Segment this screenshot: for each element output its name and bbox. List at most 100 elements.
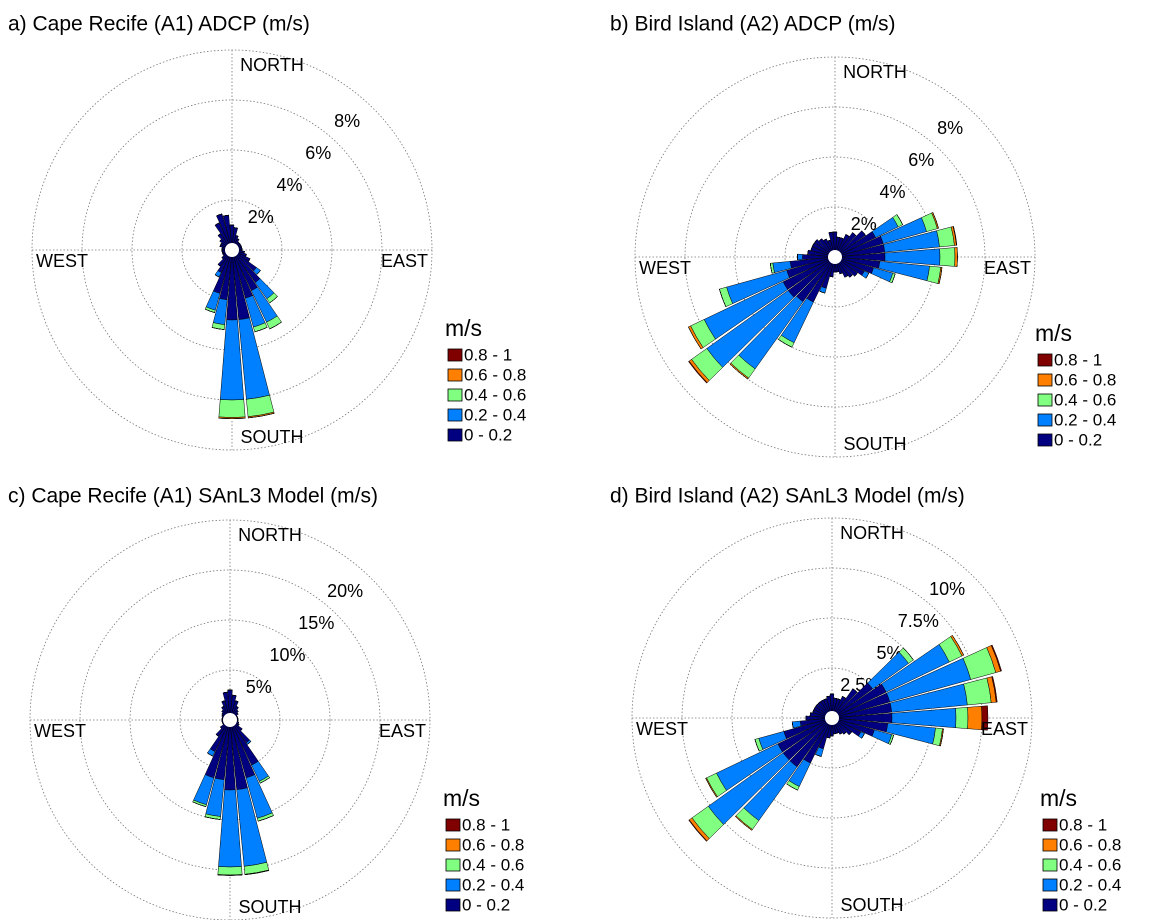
- legend-swatch: [1037, 373, 1053, 387]
- petal-segment: [797, 253, 803, 261]
- center-hole: [828, 250, 842, 264]
- legend-label: 0.2 - 0.4: [464, 405, 526, 424]
- petal-segment: [952, 635, 965, 656]
- r-tick-label: 8%: [334, 111, 360, 131]
- petal-segment: [791, 721, 794, 729]
- petal-segment: [688, 819, 708, 842]
- legend-label: 0.4 - 0.6: [1054, 390, 1116, 409]
- chart-title: d) Bird Island (A2) SAnL3 Model (m/s): [610, 485, 965, 508]
- r-tick-label: 20%: [327, 581, 363, 601]
- r-tick-label: 6%: [908, 150, 934, 170]
- petal-segment: [786, 783, 798, 791]
- petal-segment: [192, 801, 207, 807]
- petal-segment: [810, 246, 813, 251]
- petal-segment: [248, 258, 251, 262]
- legend-title: m/s: [1035, 320, 1072, 346]
- petal-segment: [836, 236, 841, 238]
- petal-segment: [861, 230, 866, 236]
- legend-swatch: [447, 408, 463, 422]
- petal-segment: [939, 247, 956, 267]
- petal-segment: [688, 360, 708, 384]
- center-hole: [825, 711, 839, 725]
- direction-label: SOUTH: [844, 434, 907, 454]
- direction-label: NORTH: [238, 525, 302, 545]
- petal-segment: [215, 734, 219, 737]
- petal-segment: [829, 276, 834, 278]
- legend-label: 0.6 - 0.8: [1059, 835, 1121, 854]
- petal-segment: [214, 222, 220, 226]
- direction-label: NORTH: [840, 523, 904, 543]
- legend-label: 0.6 - 0.8: [462, 835, 524, 854]
- r-tick-label: 2%: [851, 214, 877, 234]
- petal-segment: [207, 752, 213, 757]
- direction-label: WEST: [36, 251, 88, 271]
- petal-segment: [245, 253, 247, 257]
- petal-segment: [237, 238, 240, 240]
- chart-title: b) Bird Island (A2) ADCP (m/s): [610, 13, 896, 36]
- petal-segment: [236, 710, 239, 712]
- petal-segment: [819, 290, 826, 294]
- legend-swatch: [445, 818, 461, 832]
- petal-segment: [220, 726, 222, 729]
- legend-title: m/s: [445, 315, 482, 341]
- legend-label: 0.8 - 1: [1054, 350, 1102, 369]
- petal-segment: [852, 232, 857, 236]
- legend-swatch: [1037, 413, 1053, 427]
- r-tick-label: 6%: [305, 143, 331, 163]
- petal-segment: [247, 741, 252, 745]
- legend-swatch: [1037, 353, 1053, 367]
- petal-segment: [248, 413, 275, 419]
- petal-segment: [845, 234, 850, 237]
- petal-segment: [236, 706, 239, 708]
- petal-segment: [232, 694, 237, 697]
- legend-label: 0 - 0.2: [464, 425, 512, 444]
- r-tick-label: 8%: [937, 118, 963, 138]
- petal-segment: [819, 238, 823, 242]
- petal-segment: [221, 257, 224, 259]
- grid-ring: [129, 619, 331, 821]
- petal-segment: [836, 732, 839, 734]
- petal-segment: [812, 709, 815, 713]
- legend-label: 0 - 0.2: [1054, 430, 1102, 449]
- legend-swatch: [447, 428, 463, 442]
- direction-label: EAST: [381, 251, 428, 271]
- r-tick-label: 15%: [298, 613, 334, 633]
- petal-segment: [848, 731, 852, 735]
- legend-swatch: [445, 858, 461, 872]
- petal-segment: [967, 705, 983, 731]
- legend-label: 0.8 - 1: [464, 345, 512, 364]
- direction-label: EAST: [379, 721, 426, 741]
- legend-label: 0.8 - 1: [462, 815, 510, 834]
- legend-label: 0.8 - 1: [1059, 815, 1107, 834]
- grid-ring: [29, 519, 431, 920]
- petal-segment: [235, 700, 239, 703]
- direction-label: WEST: [639, 258, 691, 278]
- direction-label: SOUTH: [239, 897, 302, 917]
- legend-swatch: [447, 368, 463, 382]
- direction-label: WEST: [636, 719, 688, 739]
- petal-segment: [990, 644, 1002, 672]
- petal-segment: [221, 706, 224, 708]
- grid-ring: [631, 517, 1033, 919]
- petal-segment: [219, 239, 222, 242]
- petal-segment: [981, 705, 989, 731]
- grid-ring: [684, 106, 986, 408]
- legend-label: 0.2 - 0.4: [1054, 410, 1116, 429]
- petal-segment: [222, 691, 228, 694]
- direction-label: SOUTH: [241, 427, 304, 447]
- petal-segment: [890, 735, 894, 745]
- petal-segment: [813, 706, 816, 710]
- petal-segment: [820, 699, 824, 702]
- petal-segment: [236, 712, 239, 715]
- legend-swatch: [447, 348, 463, 362]
- petal-segment: [218, 399, 246, 418]
- direction-label: EAST: [981, 719, 1028, 739]
- petal-segment: [729, 363, 749, 380]
- petal-segment: [827, 239, 831, 242]
- r-tick-label: 10%: [270, 645, 306, 665]
- legend-swatch: [1042, 858, 1058, 872]
- petal-segment: [809, 712, 811, 716]
- chart-title: a) Cape Recife (A1) ADCP (m/s): [8, 13, 310, 36]
- center-hole: [225, 243, 239, 257]
